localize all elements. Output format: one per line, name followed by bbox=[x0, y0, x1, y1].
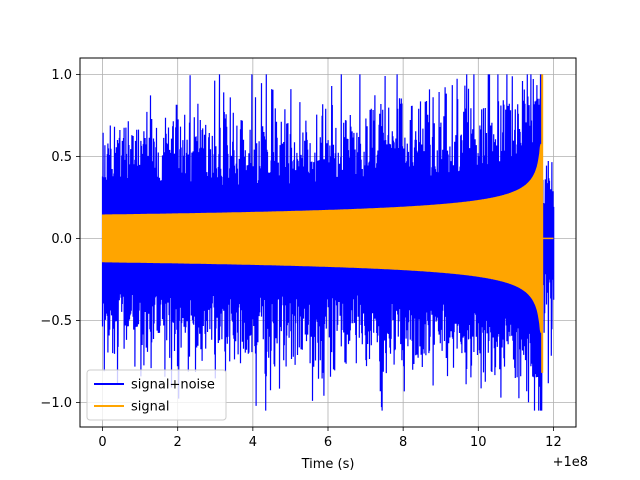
x-tick-label: 8 bbox=[399, 435, 407, 450]
x-tick-label: 6 bbox=[324, 435, 332, 450]
plot-area bbox=[101, 74, 555, 411]
x-tick-label: 0 bbox=[98, 435, 106, 450]
x-tick-label: 4 bbox=[249, 435, 257, 450]
x-tick-label: 2 bbox=[174, 435, 182, 450]
x-axis-offset-label: +1e8 bbox=[553, 455, 588, 470]
x-tick-label: 12 bbox=[545, 435, 562, 450]
x-tick-label: 10 bbox=[470, 435, 487, 450]
legend-box bbox=[86, 369, 227, 421]
y-tick-label: −0.5 bbox=[40, 314, 72, 329]
y-tick-label: 1.0 bbox=[51, 68, 72, 83]
y-tick-label: −1.0 bbox=[40, 396, 72, 411]
legend: signal+noise signal bbox=[86, 369, 227, 421]
x-axis-label: Time (s) bbox=[301, 457, 355, 472]
y-tick-label: 0.5 bbox=[51, 150, 72, 165]
legend-entry-label: signal bbox=[131, 400, 169, 415]
y-axis-ticks: −1.0 −0.5 0.0 0.5 1.0 bbox=[40, 68, 80, 411]
x-axis-ticks: 0 2 4 6 8 10 12 bbox=[98, 427, 562, 450]
y-tick-label: 0.0 bbox=[51, 232, 72, 247]
legend-entry-label: signal+noise bbox=[131, 378, 215, 393]
